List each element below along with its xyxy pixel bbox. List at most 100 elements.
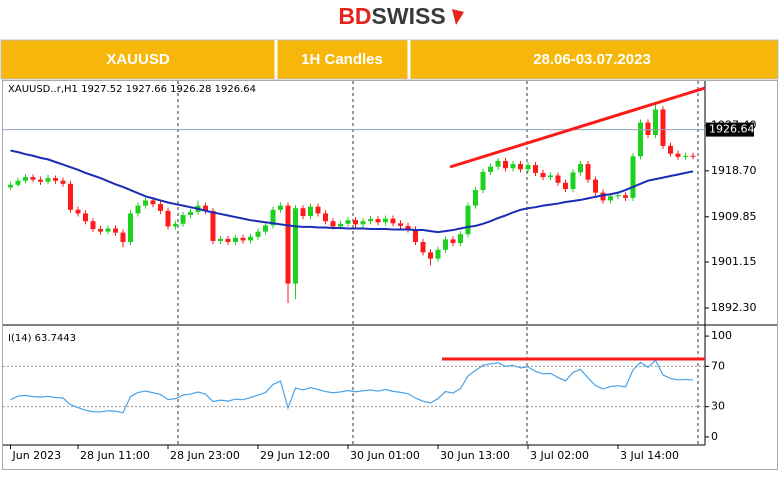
candle-body [285, 205, 291, 284]
candle-body [180, 214, 186, 224]
candle-body [600, 192, 606, 201]
candle-body [563, 182, 568, 190]
candle-body [390, 218, 396, 224]
candle-body [135, 205, 141, 214]
x-tick-label: 30 Jun 01:00 [350, 449, 420, 462]
candle-body [608, 196, 613, 201]
candle-body [690, 155, 696, 157]
candle-body [473, 190, 478, 206]
candle-body [503, 160, 508, 169]
y-tick-label: 30 [711, 400, 725, 413]
y-tick-label: 1909.85 [711, 210, 757, 223]
candle-body [420, 242, 426, 253]
candle-body [338, 223, 343, 227]
chart-info: XAUUSD..r,H1 1927.52 1927.66 1926.28 192… [8, 84, 256, 95]
rsi-label: I(14) 63.7443 [8, 333, 76, 344]
candle-body [495, 160, 501, 167]
candle-body [533, 165, 538, 173]
candle-body [293, 208, 298, 284]
candle-body [593, 179, 598, 193]
trendline [449, 86, 706, 169]
candle-body [165, 210, 171, 227]
candle-body [675, 153, 681, 157]
candle-body [68, 183, 73, 210]
candle-body [218, 238, 223, 241]
candle-body [15, 180, 21, 185]
candle-body [615, 195, 621, 197]
candle-body [518, 164, 523, 170]
x-tick-label: 3 Jul 14:00 [620, 449, 679, 462]
candle-body [345, 220, 351, 224]
candle-body [683, 155, 688, 157]
candle-body [255, 231, 261, 237]
y-tick-label: 70 [711, 359, 725, 372]
candle-body [383, 218, 388, 223]
candle-body [98, 229, 103, 232]
last-price-box [706, 122, 754, 137]
candle-body [548, 175, 553, 178]
candle-body [330, 221, 336, 227]
candle-body [83, 213, 88, 222]
candle-body [8, 184, 13, 188]
candle-body [240, 237, 246, 241]
candle-body [570, 172, 576, 190]
candle-body [105, 228, 111, 232]
candle-body [360, 221, 366, 225]
header-period: 28.06-03.07.2023 [533, 51, 651, 68]
candle-body [638, 122, 643, 157]
candle-body [45, 178, 51, 182]
candle-body [315, 206, 321, 214]
candle-body [173, 223, 178, 227]
candle-body [413, 229, 418, 242]
candle-body [225, 238, 231, 242]
candle-body [203, 205, 208, 211]
last-price-label: 1926.64 [709, 123, 755, 136]
candle-body [660, 109, 666, 146]
candle-body [188, 211, 193, 215]
candle-body [458, 234, 463, 244]
candle-body [143, 200, 148, 206]
candle-body [653, 109, 658, 135]
x-tick-label: 28 Jun 11:00 [80, 449, 150, 462]
candle-body [623, 195, 628, 198]
candle-body [353, 220, 358, 225]
x-tick-label: 28 Jun 23:00 [170, 449, 240, 462]
candle-body [428, 252, 433, 259]
candle-body [270, 209, 276, 226]
candle-body [540, 172, 546, 178]
x-tick-label: 29 Jun 12:00 [260, 449, 330, 462]
candle-body [525, 165, 531, 170]
y-tick-label: 1892.30 [711, 301, 757, 314]
candle-body [308, 206, 313, 217]
logo: BDSWISS [338, 3, 445, 29]
candle-body [450, 239, 456, 244]
candle-body [60, 180, 66, 184]
candle-body [263, 225, 268, 232]
y-tick-label: 1918.70 [711, 164, 757, 177]
candle-body [113, 228, 118, 233]
candle-body [248, 236, 253, 241]
candle-body [435, 249, 441, 259]
candle-body [128, 213, 133, 242]
candle-body [210, 210, 216, 241]
candle-body [645, 122, 651, 135]
candle-body [53, 178, 58, 181]
candle-body [488, 166, 493, 172]
candle-body [465, 205, 471, 235]
rsi-line [10, 359, 694, 414]
candle-body [630, 156, 636, 198]
header-timeframe: 1H Candles [301, 51, 383, 68]
candle-body [405, 225, 411, 230]
candle-body [23, 177, 28, 181]
candle-body [578, 164, 583, 173]
chart-layer: 1927.401918.701909.851901.151892.301926.… [3, 102, 757, 462]
candle-body [120, 232, 126, 242]
candle-body [375, 219, 381, 223]
candle-body [38, 179, 43, 182]
candle-body [555, 175, 561, 183]
header-bar [0, 39, 779, 80]
candle-body [150, 200, 156, 205]
logo-bd: BD [338, 3, 371, 29]
y-tick-label: 100 [711, 329, 732, 342]
